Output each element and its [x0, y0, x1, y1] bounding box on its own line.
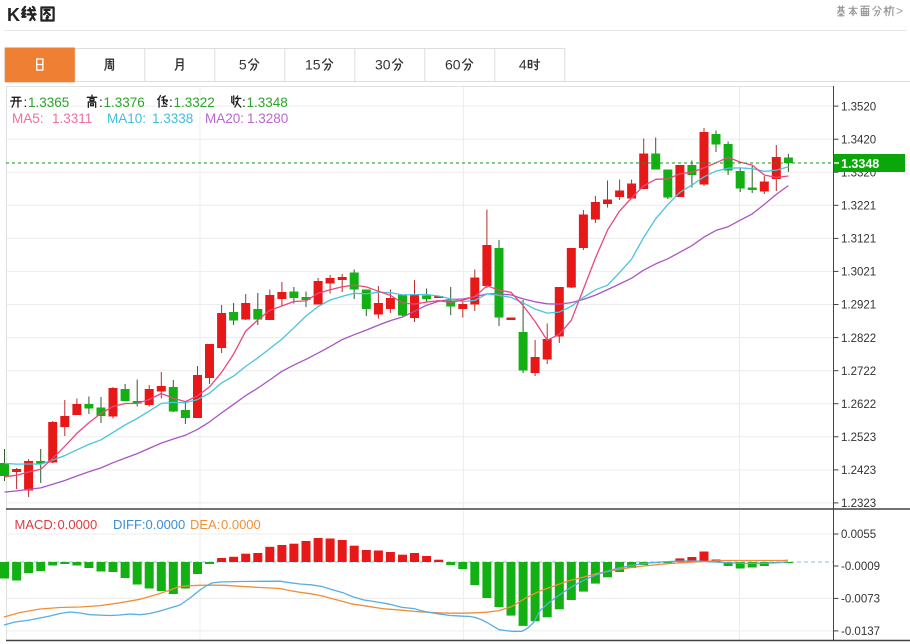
- svg-text:MACD:: MACD:: [15, 517, 57, 532]
- svg-text:MA5:: MA5:: [12, 111, 44, 126]
- svg-text:4: 4: [519, 57, 527, 73]
- svg-text:0.0000: 0.0000: [221, 517, 261, 532]
- svg-text:1.2323: 1.2323: [841, 498, 876, 510]
- svg-text:0.0055: 0.0055: [841, 529, 876, 541]
- svg-text::: :: [24, 95, 28, 110]
- svg-text:MA10:: MA10:: [107, 111, 146, 126]
- svg-text:1.2523: 1.2523: [841, 432, 876, 444]
- svg-text:1.3311: 1.3311: [52, 111, 92, 126]
- svg-text:-0.0009: -0.0009: [841, 561, 880, 573]
- svg-text:0.0000: 0.0000: [146, 517, 186, 532]
- svg-text:1.3420: 1.3420: [841, 134, 876, 146]
- svg-text:1.3221: 1.3221: [841, 201, 876, 213]
- svg-text:K: K: [7, 5, 20, 25]
- svg-text:5: 5: [239, 57, 247, 73]
- svg-text:1.2921: 1.2921: [841, 300, 876, 312]
- svg-text:1.2722: 1.2722: [841, 366, 876, 378]
- svg-text::: :: [99, 95, 103, 110]
- svg-text:1.2423: 1.2423: [841, 465, 876, 477]
- svg-text:1.3280: 1.3280: [247, 111, 288, 126]
- svg-text:-0.0073: -0.0073: [841, 594, 880, 606]
- svg-text:1.3322: 1.3322: [174, 95, 215, 110]
- svg-text:1.3348: 1.3348: [841, 157, 879, 171]
- svg-text:MA20:: MA20:: [205, 111, 244, 126]
- svg-text:0.0000: 0.0000: [58, 517, 98, 532]
- svg-text:1.2822: 1.2822: [841, 333, 876, 345]
- svg-text:1.3338: 1.3338: [152, 111, 193, 126]
- svg-text:DEA:: DEA:: [190, 517, 220, 532]
- svg-text::: :: [242, 95, 246, 110]
- svg-text:>: >: [896, 4, 903, 18]
- svg-text:1.3348: 1.3348: [247, 95, 288, 110]
- svg-text:-0.0137: -0.0137: [841, 626, 880, 638]
- svg-text:1.3021: 1.3021: [841, 267, 876, 279]
- svg-text:1.3121: 1.3121: [841, 234, 876, 246]
- svg-text:30: 30: [375, 57, 391, 73]
- svg-text:60: 60: [445, 57, 461, 73]
- svg-text:1.3376: 1.3376: [104, 95, 145, 110]
- svg-text:1.2622: 1.2622: [841, 399, 876, 411]
- svg-text:1.3520: 1.3520: [841, 101, 876, 113]
- svg-text:15: 15: [305, 57, 321, 73]
- svg-text:DIFF:: DIFF:: [113, 517, 146, 532]
- svg-text::: :: [169, 95, 173, 110]
- svg-text:1.3365: 1.3365: [28, 95, 69, 110]
